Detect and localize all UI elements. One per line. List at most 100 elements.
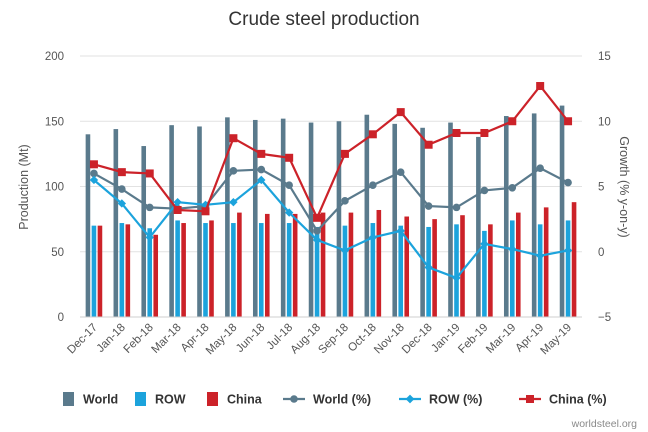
y-tick-label: 200 xyxy=(45,51,64,63)
bar-world xyxy=(420,127,425,318)
point-row xyxy=(480,239,489,249)
point-china xyxy=(424,140,433,149)
point-row xyxy=(229,197,238,207)
bar-row xyxy=(231,223,236,317)
point-world xyxy=(90,169,98,178)
lines xyxy=(89,82,573,283)
bar-china xyxy=(153,234,159,317)
point-china xyxy=(480,128,489,137)
legend-label-china: China xyxy=(227,393,263,407)
point-row xyxy=(508,244,517,254)
x-tick-label: Feb-19 xyxy=(456,322,490,356)
point-row xyxy=(340,246,350,255)
point-world xyxy=(118,185,126,193)
point-row xyxy=(89,175,99,185)
bar-world xyxy=(225,117,230,318)
point-row xyxy=(563,246,573,255)
bar-world xyxy=(476,136,481,317)
point-china xyxy=(89,160,98,169)
bar-row xyxy=(398,225,404,317)
point-world xyxy=(145,203,154,212)
point-world xyxy=(480,186,489,195)
bar-row xyxy=(342,225,348,317)
y-axis-label: Production (Mt) xyxy=(17,144,31,229)
y2-tick-label: 15 xyxy=(598,51,611,63)
point-china xyxy=(368,130,377,139)
credit-text: worldsteel.org xyxy=(571,418,638,430)
point-row xyxy=(173,197,182,207)
point-world xyxy=(341,197,349,205)
bar-world xyxy=(113,129,119,317)
bar-row xyxy=(426,226,431,317)
point-world xyxy=(229,167,238,175)
bar-china xyxy=(404,216,410,317)
y2-axis-label: Growth (% y-on-y) xyxy=(617,136,631,237)
y2-tick-label: 0 xyxy=(598,247,604,259)
point-china xyxy=(452,128,461,137)
x-tick-label: Mar-18 xyxy=(149,322,183,356)
bar-row xyxy=(175,220,180,317)
point-row xyxy=(117,199,127,208)
bar-world xyxy=(503,116,509,317)
point-row xyxy=(396,226,405,236)
bar-china xyxy=(320,212,326,317)
x-tick-label: Aug-18 xyxy=(288,322,323,357)
point-row xyxy=(145,233,154,242)
line-world xyxy=(93,166,569,233)
point-world xyxy=(369,181,377,189)
bar-china xyxy=(460,215,465,317)
point-row xyxy=(424,263,433,272)
x-tick-label: Jun-18 xyxy=(234,322,267,355)
point-china xyxy=(564,117,573,126)
point-row xyxy=(452,273,461,283)
bar-china xyxy=(543,207,549,317)
x-tick-label: Feb-18 xyxy=(122,322,156,356)
bar-row xyxy=(454,224,459,317)
point-row xyxy=(284,208,294,217)
bar-row xyxy=(258,223,264,317)
point-world xyxy=(452,203,461,212)
point-china xyxy=(229,134,238,143)
bar-world xyxy=(364,114,370,317)
point-china xyxy=(340,149,349,158)
point-china xyxy=(536,82,545,91)
bar-row xyxy=(91,225,97,317)
bar-world xyxy=(169,125,174,317)
point-row xyxy=(257,175,266,185)
y2-tick-label: 10 xyxy=(598,116,611,128)
point-world xyxy=(536,164,544,173)
point-world xyxy=(313,227,321,235)
legend-marker-world xyxy=(290,395,298,403)
legend-swatch-row xyxy=(135,392,146,406)
point-world xyxy=(257,165,266,174)
bar-china xyxy=(488,224,493,317)
bar-world xyxy=(336,121,342,317)
y2-tick-label: 5 xyxy=(598,182,604,194)
x-tick-label: Dec-17 xyxy=(65,322,100,357)
bar-row xyxy=(286,223,292,317)
bar-world xyxy=(392,123,398,317)
bar-china xyxy=(376,209,382,317)
y-tick-label: 150 xyxy=(45,116,64,128)
bar-china xyxy=(348,212,354,317)
bar-row xyxy=(203,223,208,317)
point-row xyxy=(312,235,322,245)
point-china xyxy=(117,168,126,177)
point-china xyxy=(145,169,154,178)
legend-swatch-world xyxy=(63,392,74,406)
bar-world xyxy=(559,105,565,317)
point-world xyxy=(508,184,517,192)
legend-marker-china xyxy=(526,395,534,403)
bar-row xyxy=(370,223,376,317)
bar-world xyxy=(85,134,91,317)
bar-row xyxy=(119,223,125,317)
point-world xyxy=(564,178,572,187)
line-row xyxy=(93,178,569,280)
y-tick-label: 50 xyxy=(51,247,64,259)
point-china xyxy=(396,108,405,117)
x-tick-label: Mar-19 xyxy=(484,322,518,356)
line-china xyxy=(93,84,569,221)
point-world xyxy=(285,181,293,189)
legend-label-world: World (%) xyxy=(313,393,371,407)
point-china xyxy=(173,205,182,214)
